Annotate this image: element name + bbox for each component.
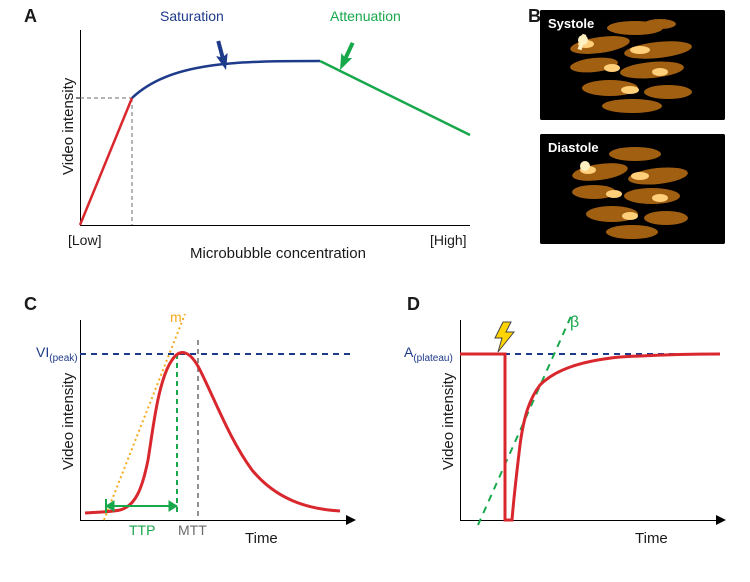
panel-a-x-label: Microbubble concentration xyxy=(190,245,366,262)
panel-d-x-axis xyxy=(460,520,720,521)
panel-a-chart xyxy=(80,30,470,225)
curve-rising xyxy=(80,98,132,225)
panel-b-image-systole: Systole xyxy=(540,10,725,120)
ttp-label: TTP xyxy=(129,522,155,538)
beta-label: β xyxy=(570,314,579,332)
curve-attenuation xyxy=(320,61,470,135)
a-plateau-label: A(plateau) xyxy=(404,344,453,364)
panel-c: Video intensity Time VI(peak) xyxy=(40,300,380,560)
panel-d-chart xyxy=(460,320,720,520)
panel-d: Video intensity Time A(plateau) β xyxy=(420,300,735,560)
vi-peak-sub: (peak) xyxy=(49,353,77,364)
panel-d-label: D xyxy=(407,294,420,315)
panel-a-x-high: [High] xyxy=(430,232,467,248)
m-slope-line xyxy=(104,314,185,520)
replenishment-curve xyxy=(460,354,720,520)
panel-a-x-axis xyxy=(80,225,470,226)
flash-icon xyxy=(495,322,514,352)
m-label: m xyxy=(170,309,182,325)
a-plateau-text: A xyxy=(404,344,413,360)
panel-b-image-diastole: Diastole xyxy=(540,134,725,244)
mtt-label: MTT xyxy=(178,522,207,538)
annot-attenuation: Attenuation xyxy=(330,8,401,24)
bolus-curve xyxy=(85,353,340,513)
panel-d-x-label: Time xyxy=(635,530,668,547)
panel-c-x-axis xyxy=(80,520,350,521)
annot-saturation: Saturation xyxy=(160,8,224,24)
panel-a-label: A xyxy=(24,6,37,27)
panel-a-x-low: [Low] xyxy=(68,232,101,248)
diastole-caption: Diastole xyxy=(548,140,599,155)
attenuation-arrow-icon xyxy=(335,40,359,72)
panel-c-chart xyxy=(80,320,350,520)
panel-c-x-label: Time xyxy=(245,530,278,547)
a-plateau-sub: (plateau) xyxy=(413,353,452,364)
figure: A Video intensity Microbubble concentrat… xyxy=(0,0,750,582)
panel-d-y-label: Video intensity xyxy=(440,373,457,470)
panel-a: Video intensity Microbubble concentratio… xyxy=(40,10,500,255)
saturation-arrow-icon xyxy=(212,39,231,71)
vi-peak-label: VI(peak) xyxy=(36,344,78,364)
panel-c-y-label: Video intensity xyxy=(60,373,77,470)
systole-caption: Systole xyxy=(548,16,594,31)
vi-peak-text: VI xyxy=(36,344,49,360)
panel-a-y-label: Video intensity xyxy=(60,78,77,175)
panel-b: Systole xyxy=(540,10,730,255)
panel-c-label: C xyxy=(24,294,37,315)
